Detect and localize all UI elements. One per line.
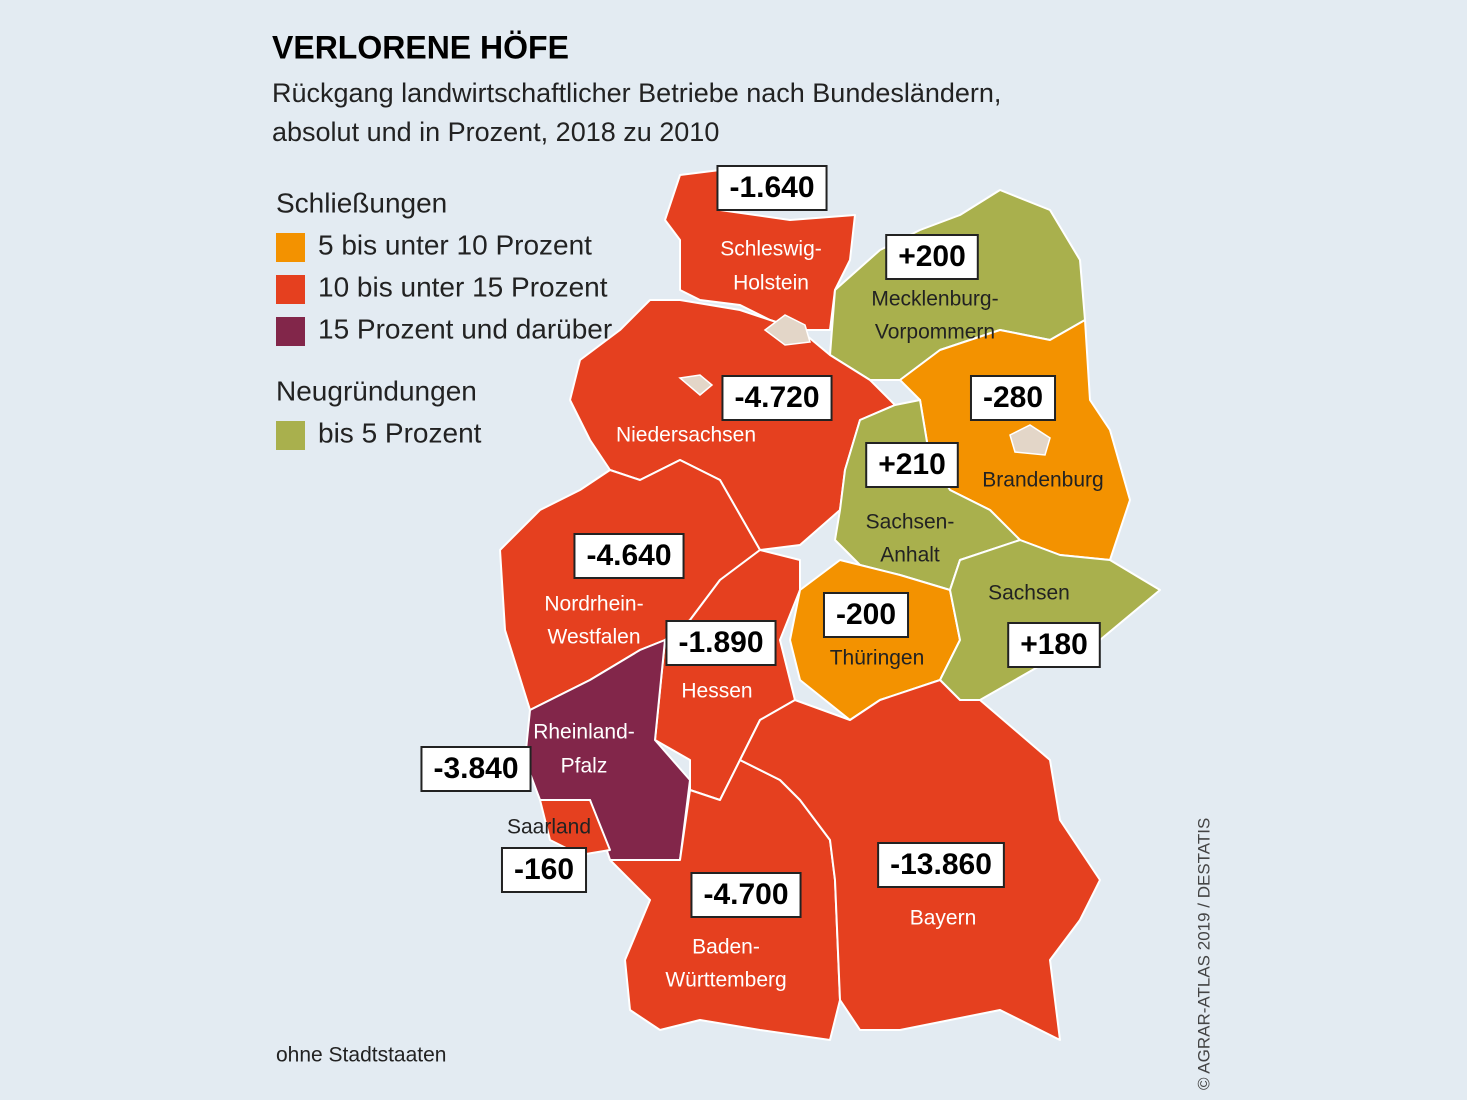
region-name: Brandenburg	[982, 469, 1103, 492]
region-name: Baden-	[692, 936, 760, 959]
value-box	[573, 533, 685, 579]
title: VERLORENE HÖFE	[272, 29, 569, 65]
region-name: Thüringen	[830, 647, 925, 670]
state	[664, 169, 856, 331]
value-label: -280	[983, 381, 1043, 414]
city-state	[1009, 424, 1051, 456]
region-name: Sachsen	[988, 582, 1070, 605]
legend-label: bis 5 Prozent	[318, 417, 482, 448]
value-label: -4.700	[703, 878, 788, 911]
value-box	[665, 620, 777, 666]
region-name: Niedersachsen	[616, 424, 756, 447]
subtitle: absolut und in Prozent, 2018 zu 2010	[272, 117, 719, 147]
region-name: Westfalen	[548, 626, 641, 649]
state	[539, 799, 611, 856]
legend-heading: Schließungen	[276, 187, 447, 218]
value-label: -4.720	[734, 381, 819, 414]
value-label: +210	[878, 448, 946, 481]
region-name: Anhalt	[880, 544, 940, 567]
value-box	[721, 375, 833, 421]
legend-swatch	[276, 317, 305, 346]
legend-heading: Neugründungen	[276, 375, 477, 406]
credit: © AGRAR-ATLAS 2019 / DESTATIS	[1194, 818, 1213, 1090]
note: ohne Stadtstaaten	[276, 1044, 446, 1067]
value-label: -1.640	[729, 171, 814, 204]
value-label: -3.840	[433, 752, 518, 785]
legend-label: 10 bis unter 15 Prozent	[318, 271, 608, 302]
region-name: Bayern	[910, 907, 977, 930]
value-box	[690, 872, 802, 918]
region-name: Vorpommern	[875, 321, 995, 344]
city-state	[763, 314, 811, 346]
value-box	[1007, 622, 1101, 668]
value-label: -1.890	[678, 626, 763, 659]
value-label: -13.860	[890, 848, 992, 881]
value-box	[969, 375, 1057, 421]
value-label: -200	[836, 598, 896, 631]
legend-swatch	[276, 233, 305, 262]
value-label: -160	[514, 853, 574, 886]
value-box	[822, 592, 910, 638]
region-name: Rheinland-	[533, 721, 635, 744]
region-name: Saarland	[507, 816, 591, 839]
region-name: Holstein	[733, 272, 809, 295]
state	[939, 539, 1161, 701]
value-box	[500, 847, 588, 893]
legend-swatch	[276, 421, 305, 450]
value-label: +180	[1020, 628, 1088, 661]
region-name: Schleswig-	[720, 238, 822, 261]
subtitle: Rückgang landwirtschaftlicher Betriebe n…	[272, 78, 1001, 108]
value-box	[716, 165, 828, 211]
region-name: Pfalz	[561, 755, 608, 778]
value-label: +200	[898, 240, 966, 273]
legend-swatch	[276, 275, 305, 304]
value-box	[865, 442, 959, 488]
legend-label: 15 Prozent und darüber	[318, 313, 612, 344]
region-labels: Schleswig- Holstein Mecklenburg- Vorpomm…	[507, 238, 1104, 992]
region-name: Nordrhein-	[544, 593, 643, 616]
region-name: Württemberg	[665, 969, 786, 992]
value-label: -4.640	[586, 539, 671, 572]
value-box	[885, 234, 979, 280]
value-box	[420, 746, 532, 792]
region-name: Hessen	[681, 680, 752, 703]
legend-label: 5 bis unter 10 Prozent	[318, 229, 592, 260]
region-name: Sachsen-	[866, 511, 955, 534]
legend: Schließungen 5 bis unter 10 Prozent 10 bis…	[276, 187, 612, 450]
region-name: Mecklenburg-	[871, 288, 998, 311]
value-boxes: -1.640 +200 -4.720 -280 +210 -4.640 -1.890 -200…	[420, 165, 1101, 918]
city-state	[678, 374, 714, 396]
value-box	[877, 842, 1005, 888]
